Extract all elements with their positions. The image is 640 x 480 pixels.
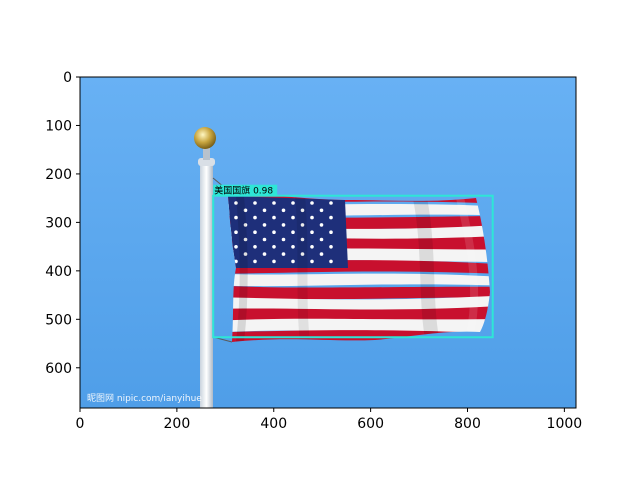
star — [329, 215, 333, 220]
star — [319, 252, 324, 256]
flag — [228, 195, 490, 342]
x-tick-label: 0 — [76, 416, 85, 432]
star — [300, 252, 305, 256]
star — [291, 230, 295, 234]
photo: 美国国旗 0.98 昵图网 nipic.com/ianyihue — [80, 77, 576, 408]
star — [253, 201, 257, 205]
detection-label: 美国国旗 0.98 — [214, 185, 273, 197]
detection-box — [212, 194, 494, 339]
star — [300, 223, 305, 227]
star — [319, 208, 324, 213]
star — [234, 201, 238, 205]
star — [272, 259, 276, 264]
axes-frame — [79, 76, 577, 409]
star — [234, 230, 238, 234]
star — [329, 245, 333, 249]
star — [272, 230, 276, 234]
star — [243, 237, 248, 242]
star — [310, 245, 314, 249]
star — [310, 215, 314, 220]
star — [243, 223, 248, 227]
star — [253, 230, 257, 234]
star — [291, 259, 295, 264]
detection-label-background — [213, 184, 278, 196]
star — [281, 237, 286, 242]
star — [291, 215, 295, 220]
x-tick-label: 1000 — [547, 416, 583, 432]
x-axis: 0 200 400 600 800 1000 — [76, 408, 583, 432]
star — [329, 230, 333, 234]
white-stripe — [228, 318, 490, 333]
x-tick-label: 200 — [164, 416, 191, 432]
y-tick-label: 100 — [45, 118, 72, 134]
y-tick-label: 600 — [45, 361, 72, 377]
white-stripe — [228, 295, 490, 312]
star — [262, 223, 267, 227]
y-tick-label: 200 — [45, 167, 72, 183]
star — [253, 215, 257, 220]
star — [310, 201, 314, 205]
star — [310, 230, 314, 234]
watermark: 昵图网 nipic.com/ianyihue — [87, 393, 202, 404]
red-stripe — [228, 305, 490, 323]
star — [253, 259, 257, 264]
y-tick-label: 0 — [63, 70, 72, 86]
x-tick-label: 800 — [454, 416, 481, 432]
star — [291, 245, 295, 249]
star — [262, 252, 267, 256]
star — [329, 201, 333, 205]
star — [300, 208, 305, 213]
star — [262, 237, 267, 242]
y-axis: 0 100 200 300 400 500 600 — [45, 70, 80, 377]
star — [234, 215, 238, 220]
star — [281, 252, 286, 256]
star — [300, 237, 305, 242]
star — [319, 237, 324, 242]
star — [243, 208, 248, 213]
star — [319, 223, 324, 227]
star — [291, 201, 295, 205]
star — [272, 201, 276, 205]
star — [272, 245, 276, 249]
star — [310, 259, 314, 264]
star — [243, 252, 248, 256]
x-tick-label: 400 — [260, 416, 287, 432]
star — [234, 245, 238, 249]
star — [262, 208, 267, 213]
x-tick-label: 600 — [357, 416, 384, 432]
y-tick-label: 300 — [45, 215, 72, 231]
y-tick-label: 500 — [45, 312, 72, 328]
star — [281, 223, 286, 227]
y-tick-label: 400 — [45, 264, 72, 280]
star — [272, 215, 276, 220]
star — [281, 208, 286, 213]
star — [234, 259, 238, 264]
flagpole — [194, 127, 233, 408]
finial-ball — [194, 127, 216, 149]
star — [329, 259, 333, 264]
star — [253, 245, 257, 249]
white-stripe — [228, 273, 490, 287]
red-stripe — [228, 285, 490, 300]
